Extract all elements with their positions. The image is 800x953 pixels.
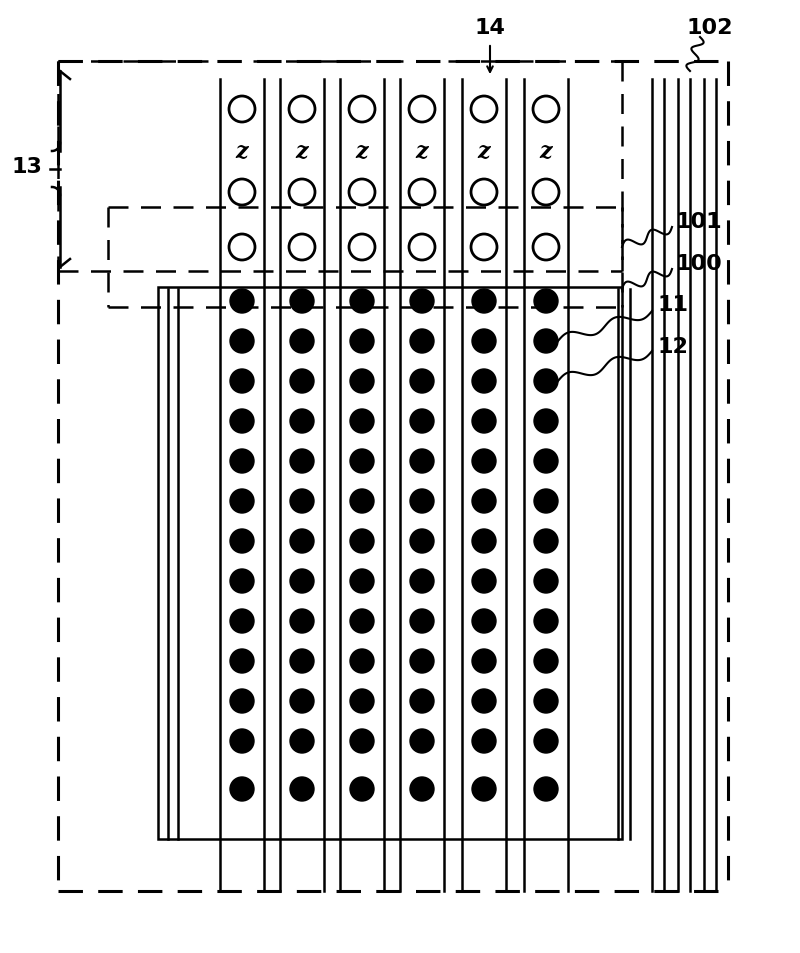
- Circle shape: [350, 490, 374, 514]
- Circle shape: [410, 490, 434, 514]
- Circle shape: [230, 330, 254, 354]
- Circle shape: [472, 490, 496, 514]
- Circle shape: [410, 569, 434, 594]
- Circle shape: [410, 370, 434, 394]
- Circle shape: [534, 689, 558, 713]
- Circle shape: [534, 330, 558, 354]
- Circle shape: [534, 778, 558, 801]
- Circle shape: [534, 450, 558, 474]
- Circle shape: [472, 778, 496, 801]
- Circle shape: [472, 729, 496, 753]
- Text: 14: 14: [474, 18, 506, 38]
- Circle shape: [290, 410, 314, 434]
- Circle shape: [410, 290, 434, 314]
- Circle shape: [534, 649, 558, 673]
- Circle shape: [230, 609, 254, 634]
- Circle shape: [350, 530, 374, 554]
- Circle shape: [534, 569, 558, 594]
- Text: z: z: [478, 141, 490, 163]
- Circle shape: [410, 330, 434, 354]
- Circle shape: [290, 490, 314, 514]
- Circle shape: [534, 290, 558, 314]
- Text: z: z: [356, 141, 368, 163]
- Circle shape: [230, 450, 254, 474]
- Circle shape: [472, 450, 496, 474]
- Text: z: z: [236, 141, 248, 163]
- Circle shape: [290, 649, 314, 673]
- Circle shape: [472, 290, 496, 314]
- Circle shape: [290, 778, 314, 801]
- Circle shape: [534, 530, 558, 554]
- Text: 100: 100: [676, 253, 722, 274]
- Circle shape: [350, 649, 374, 673]
- Circle shape: [472, 410, 496, 434]
- Circle shape: [410, 530, 434, 554]
- Circle shape: [230, 649, 254, 673]
- Circle shape: [410, 609, 434, 634]
- Circle shape: [230, 729, 254, 753]
- Circle shape: [350, 778, 374, 801]
- Circle shape: [230, 689, 254, 713]
- Circle shape: [290, 729, 314, 753]
- Circle shape: [472, 609, 496, 634]
- Circle shape: [350, 450, 374, 474]
- Circle shape: [472, 330, 496, 354]
- Circle shape: [350, 569, 374, 594]
- Text: 11: 11: [657, 294, 688, 314]
- Circle shape: [350, 729, 374, 753]
- Circle shape: [410, 450, 434, 474]
- Circle shape: [410, 729, 434, 753]
- Circle shape: [290, 450, 314, 474]
- Circle shape: [534, 609, 558, 634]
- Circle shape: [230, 290, 254, 314]
- Circle shape: [350, 609, 374, 634]
- Circle shape: [350, 410, 374, 434]
- Circle shape: [290, 290, 314, 314]
- Text: 12: 12: [657, 336, 688, 356]
- Text: 101: 101: [676, 212, 722, 232]
- Circle shape: [230, 410, 254, 434]
- Circle shape: [290, 330, 314, 354]
- Circle shape: [290, 370, 314, 394]
- Text: z: z: [296, 141, 308, 163]
- Circle shape: [534, 410, 558, 434]
- Circle shape: [230, 778, 254, 801]
- Circle shape: [472, 649, 496, 673]
- Circle shape: [290, 569, 314, 594]
- Text: 13: 13: [11, 157, 42, 177]
- Circle shape: [534, 490, 558, 514]
- Circle shape: [472, 569, 496, 594]
- Circle shape: [410, 410, 434, 434]
- Circle shape: [230, 370, 254, 394]
- Circle shape: [230, 569, 254, 594]
- Bar: [158, 288, 622, 840]
- Circle shape: [350, 689, 374, 713]
- Circle shape: [472, 370, 496, 394]
- Text: z: z: [540, 141, 552, 163]
- Circle shape: [230, 530, 254, 554]
- Circle shape: [350, 330, 374, 354]
- Text: 102: 102: [686, 18, 734, 38]
- Circle shape: [350, 370, 374, 394]
- Circle shape: [290, 689, 314, 713]
- Text: z: z: [416, 141, 428, 163]
- Circle shape: [472, 530, 496, 554]
- Circle shape: [410, 689, 434, 713]
- Circle shape: [410, 778, 434, 801]
- Circle shape: [410, 649, 434, 673]
- Circle shape: [534, 370, 558, 394]
- Circle shape: [534, 729, 558, 753]
- Circle shape: [472, 689, 496, 713]
- Circle shape: [290, 530, 314, 554]
- Circle shape: [290, 609, 314, 634]
- Circle shape: [230, 490, 254, 514]
- Circle shape: [350, 290, 374, 314]
